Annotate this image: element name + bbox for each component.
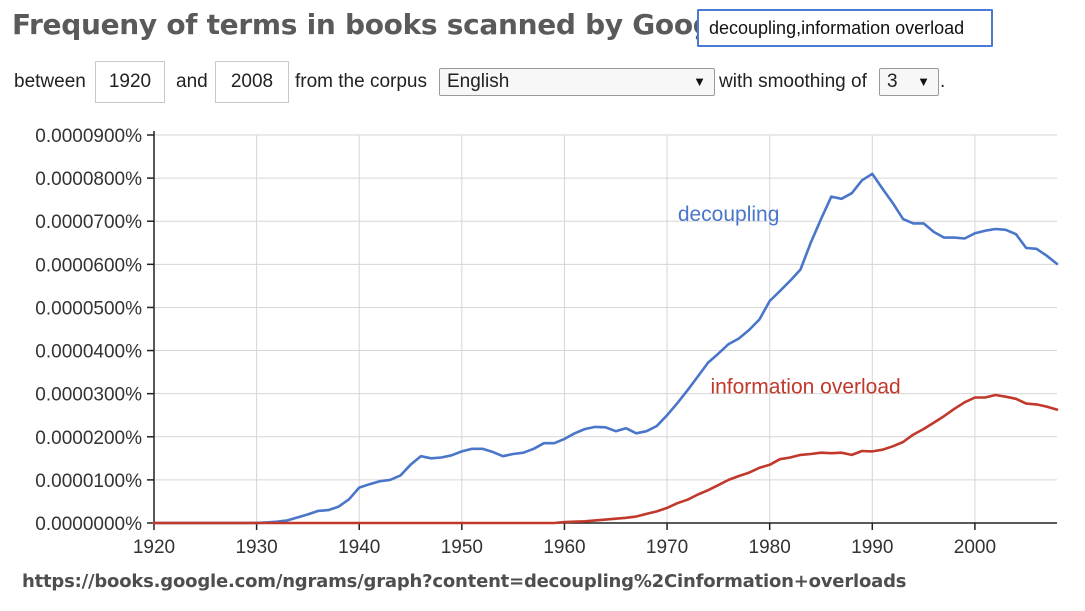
corpus-select[interactable]: English ▼ [439,68,715,96]
period-label: . [940,71,946,92]
y-tick-label: 0.0000900% [35,126,142,147]
x-tick-label: 1930 [235,537,277,558]
ngram-chart: 0.0000000% 0.0000100% 0.0000200% 0.0000300%… [35,126,1059,558]
y-tick-label: 0.0000000% [35,514,142,535]
y-tick-label: 0.0000100% [35,471,142,492]
y-tick-label: 0.0000700% [35,212,142,233]
start-year-input[interactable] [95,61,165,103]
smoothing-select[interactable]: 3 ▼ [879,68,939,96]
x-tick-label: 1970 [646,537,688,558]
y-tick-label: 0.0000800% [35,169,142,190]
corpus-select-value: English [447,71,510,92]
end-year-input[interactable] [215,61,289,103]
y-tick-label: 0.0000400% [35,342,142,363]
x-tick-label: 1960 [543,537,585,558]
smoothing-select-value: 3 [887,71,898,92]
footer-url: https://books.google.com/ngrams/graph?co… [22,571,907,592]
triangle-down-icon: ▼ [693,74,706,89]
series-line-decoupling [152,172,1059,525]
y-tick-label: 0.0000300% [35,385,142,406]
query-input[interactable] [697,9,993,47]
between-label: between [14,71,86,92]
x-tick-label: 1980 [749,537,791,558]
series-label: decoupling [678,203,780,226]
smoothing-label: with smoothing of [719,71,867,92]
page-title: Frequeny of terms in books scanned by Go… [12,8,741,41]
and-label: and [176,71,208,92]
x-tick-label: 1920 [133,537,175,558]
series-label: information overload [710,376,900,399]
x-tick-label: 1940 [338,537,380,558]
series-line-information-overload [152,393,1059,525]
y-tick-label: 0.0000500% [35,298,142,319]
x-tick-label: 1950 [441,537,483,558]
y-tick-label: 0.0000200% [35,428,142,449]
x-tick-label: 2000 [954,537,996,558]
y-tick-label: 0.0000600% [35,255,142,276]
query-controls: between and from the corpus English ▼ wi… [14,60,1075,104]
triangle-down-icon: ▼ [917,74,930,89]
x-tick-label: 1990 [851,537,893,558]
corpus-label: from the corpus [295,71,427,92]
